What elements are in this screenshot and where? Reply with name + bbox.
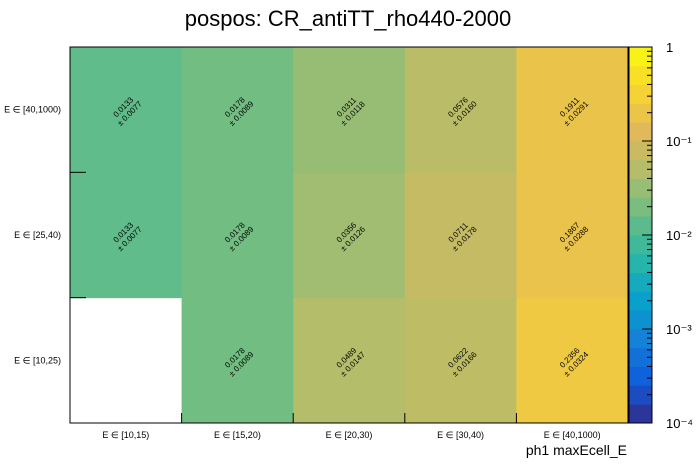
heatmap-cell	[404, 297, 517, 424]
x-tick-label: E ∈ [15,20)	[214, 430, 261, 440]
color-scale-band	[629, 404, 652, 424]
heatmap-cell	[404, 47, 517, 173]
heatmap-cell	[516, 297, 629, 424]
heatmap-cell	[181, 297, 294, 424]
color-scale-band	[629, 103, 652, 123]
color-scale-band	[629, 65, 652, 85]
color-scale-band	[629, 253, 652, 273]
color-scale-band	[629, 159, 652, 179]
color-scale-band	[629, 84, 652, 104]
color-scale-band	[629, 122, 652, 142]
heatmap-cell	[293, 297, 406, 424]
color-scale-ticks: 1 10⁻¹ 10⁻² 10⁻³ 10⁻⁴	[642, 40, 693, 431]
color-scale-tick-label: 10⁻¹	[666, 134, 692, 149]
color-scale-tick-label: 10⁻²	[666, 228, 692, 243]
x-tick-label: E ∈ [40,1000)	[544, 430, 601, 440]
color-scale-tick-label: 10⁻³	[666, 322, 692, 337]
heatmap-cell	[516, 172, 629, 299]
color-scale-band	[629, 178, 652, 198]
color-scale-band	[629, 385, 652, 405]
y-tick-label: E ∈ [25,40)	[14, 230, 61, 240]
color-scale-band	[629, 197, 652, 217]
color-scale-band	[629, 291, 652, 311]
y-axis-ticks: E ∈ [10,25) E ∈ [25,40) E ∈ [40,1000)	[4, 105, 86, 365]
heatmap-cell	[293, 172, 406, 299]
color-scale-band	[629, 347, 652, 367]
heatmap-cell	[70, 47, 183, 173]
color-scale-bar	[628, 46, 653, 424]
color-scale-band	[629, 235, 652, 255]
y-tick-label: E ∈ [10,25)	[14, 355, 61, 365]
color-scale-band	[629, 272, 652, 292]
chart-title: pospos: CR_antiTT_rho440-2000	[185, 6, 512, 31]
color-scale-band	[629, 310, 652, 330]
heatmap-cell	[404, 172, 517, 299]
heatmap-cell	[70, 172, 183, 299]
x-tick-label: E ∈ [10,15)	[102, 430, 149, 440]
color-scale-tick-label: 1	[666, 40, 673, 55]
color-scale-band	[629, 366, 652, 386]
color-scale-band	[629, 216, 652, 236]
heatmap-cell	[293, 47, 406, 173]
heatmap-cell	[516, 47, 629, 173]
x-tick-label: E ∈ [30,40)	[437, 430, 484, 440]
heatmap-cells	[70, 47, 629, 424]
heatmap-cell	[181, 47, 294, 173]
y-tick-label: E ∈ [40,1000)	[4, 105, 61, 115]
color-scale-tick-label: 10⁻⁴	[666, 416, 693, 431]
x-axis-ticks: E ∈ [10,15) E ∈ [15,20) E ∈ [20,30) E ∈ [30…	[102, 413, 601, 440]
color-scale-band	[629, 329, 652, 349]
color-scale-band	[629, 141, 652, 161]
x-tick-label: E ∈ [20,30)	[326, 430, 373, 440]
plot-frame	[69, 46, 629, 424]
color-scale-band	[629, 47, 652, 67]
x-axis-label: ph1 maxEcell_E	[526, 442, 627, 458]
heatmap-cell	[181, 172, 294, 299]
